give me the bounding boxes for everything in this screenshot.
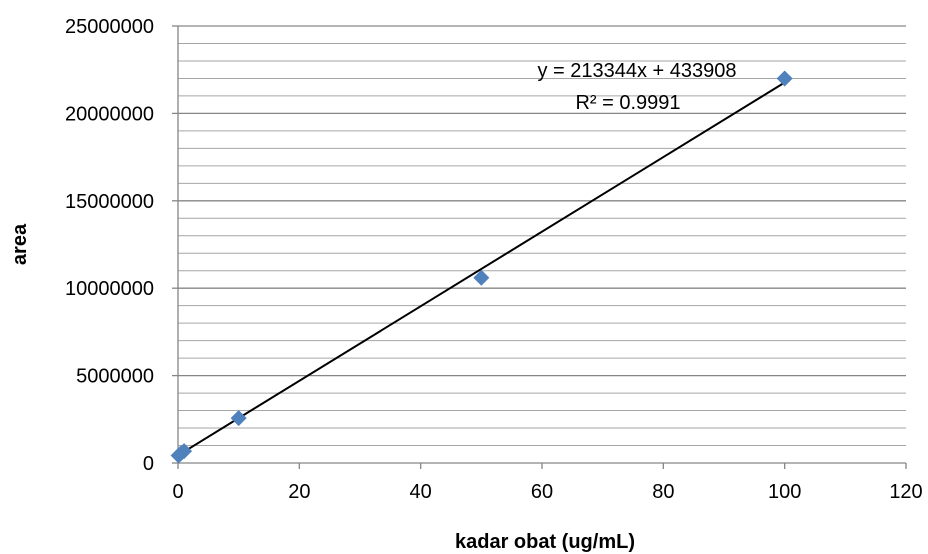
- x-axis-ticks: 0 20 40 60 80 100 120: [172, 463, 923, 503]
- trendline-equation: y = 213344x + 433908: [537, 60, 736, 82]
- gridlines: [178, 25, 906, 447]
- y-axis-title: area: [9, 223, 31, 265]
- y-tick-label: 0: [143, 453, 154, 475]
- x-axis-title: kadar obat (ug/mL): [455, 531, 635, 553]
- y-axis-ticks: 0 5000000 10000000 15000000 20000000 25000000: [65, 16, 178, 475]
- x-tick-label: 80: [652, 481, 674, 503]
- x-tick-label: 120: [889, 481, 922, 503]
- y-tick-label: 25000000: [65, 16, 154, 38]
- x-tick-label: 40: [410, 481, 432, 503]
- y-tick-label: 20000000: [65, 103, 154, 125]
- y-tick-label: 5000000: [76, 366, 154, 388]
- data-point: [230, 410, 247, 427]
- y-tick-label: 15000000: [65, 191, 154, 213]
- x-tick-label: 0: [172, 481, 183, 503]
- y-tick-label: 10000000: [65, 278, 154, 300]
- data-point: [473, 269, 490, 286]
- trendline: [177, 81, 786, 457]
- trendline-r-squared: R² = 0.9991: [575, 92, 680, 114]
- x-tick-label: 100: [768, 481, 801, 503]
- x-tick-label: 20: [288, 481, 310, 503]
- x-tick-label: 60: [531, 481, 553, 503]
- data-point: [776, 70, 793, 87]
- data-point: [176, 443, 193, 460]
- data-points: [170, 70, 793, 464]
